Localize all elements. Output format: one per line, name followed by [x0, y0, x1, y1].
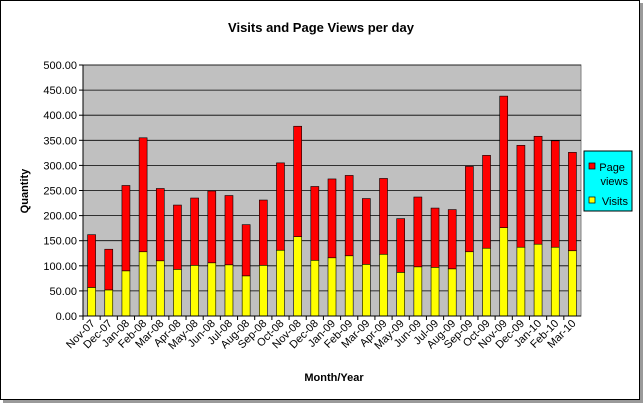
bar-page-views: [155, 188, 165, 262]
bar-visits: [568, 250, 577, 317]
bar-visits: [447, 268, 457, 317]
y-tick-labels: 0.00 50.00 100.00 150.00 200.00 250.00 300.00 3…: [43, 60, 83, 323]
legend-label-page-views-line2: views: [600, 176, 628, 188]
legend-swatch-page-views: [588, 162, 596, 170]
bar-visits: [465, 251, 474, 317]
chart-svg: Visits and Page Views per day 0.00 50.00 1…: [19, 20, 633, 384]
bar-page-views: [430, 207, 440, 268]
bar-visits: [276, 249, 285, 317]
bar-visits: [87, 287, 96, 317]
legend-swatch-visits: [588, 196, 596, 204]
bar-visits: [190, 264, 199, 317]
bar-visits: [121, 270, 131, 317]
legend-label-visits: Visits: [602, 196, 629, 208]
bar-page-views: [104, 248, 114, 291]
bar-page-views: [173, 204, 182, 270]
bar-visits: [327, 257, 337, 317]
bar-page-views: [207, 190, 217, 264]
bar-page-views: [87, 234, 96, 288]
bar-page-views: [276, 162, 285, 251]
y-tick-label: 100.00: [43, 261, 77, 273]
bar-visits: [550, 246, 560, 317]
y-tick-label: 350.00: [43, 135, 77, 147]
bar-visits: [104, 289, 114, 317]
bar-page-views: [259, 199, 268, 266]
bar-page-views: [293, 125, 302, 237]
bar-visits: [344, 255, 354, 317]
gridlines: [83, 64, 581, 292]
bar-page-views: [533, 135, 543, 245]
bar-page-views: [550, 140, 560, 248]
bar-visits: [413, 266, 423, 317]
legend-label-page-views-line1: Page: [599, 162, 625, 174]
bar-page-views: [241, 224, 251, 277]
y-tick-label: 250.00: [43, 186, 77, 198]
bar-page-views: [379, 178, 388, 255]
x-tick-labels: Nov-07Dec-07Jan-08Feb-08Mar-08Apr-08May-…: [64, 316, 579, 352]
y-tick-label: 150.00: [43, 236, 77, 248]
bar-visits: [224, 264, 234, 317]
bar-visits: [259, 264, 268, 317]
bar-visits: [241, 275, 251, 317]
bar-visits: [430, 267, 440, 317]
bar-visits: [482, 247, 491, 317]
bar-page-views: [396, 218, 405, 273]
bar-visits: [379, 253, 388, 317]
bar-page-views: [310, 186, 320, 261]
bar-visits: [499, 227, 509, 317]
chart-title: Visits and Page Views per day: [228, 20, 415, 35]
bar-page-views: [568, 152, 577, 252]
bar-page-views: [138, 137, 148, 253]
y-tick-label: 450.00: [43, 85, 77, 97]
bars-group: [87, 95, 577, 317]
bar-page-views: [447, 209, 457, 270]
chart-frame: Visits and Page Views per day 0.00 50.00 1…: [0, 0, 640, 400]
bar-visits: [293, 236, 302, 317]
y-tick-label: 300.00: [43, 160, 77, 172]
bar-page-views: [362, 198, 371, 265]
legend: Page views Visits: [583, 150, 633, 212]
y-tick-label: 500.00: [43, 60, 77, 72]
bar-visits: [155, 260, 165, 317]
y-axis-label: Quantity: [19, 168, 31, 213]
bar-visits: [396, 272, 405, 317]
y-tick-label: 200.00: [43, 211, 77, 223]
bar-page-views: [344, 175, 354, 257]
bar-page-views: [327, 178, 337, 259]
bar-page-views: [413, 196, 423, 268]
y-tick-label: 50.00: [49, 286, 77, 298]
bar-page-views: [482, 155, 491, 249]
bar-visits: [138, 251, 148, 317]
bar-visits: [207, 262, 217, 317]
bar-visits: [310, 259, 320, 317]
bar-page-views: [190, 197, 199, 266]
x-axis-label: Month/Year: [304, 372, 364, 384]
y-tick-label: 400.00: [43, 110, 77, 122]
bar-visits: [516, 246, 526, 317]
bar-page-views: [224, 195, 234, 266]
bar-visits: [533, 243, 543, 317]
y-tick-label: 0.00: [56, 311, 77, 323]
bar-visits: [362, 263, 371, 317]
bar-page-views: [499, 95, 509, 228]
bar-page-views: [465, 166, 474, 253]
legend-label-page-views: Page views: [599, 162, 628, 188]
bar-page-views: [516, 145, 526, 248]
bar-page-views: [121, 185, 131, 272]
bar-visits: [173, 269, 182, 317]
